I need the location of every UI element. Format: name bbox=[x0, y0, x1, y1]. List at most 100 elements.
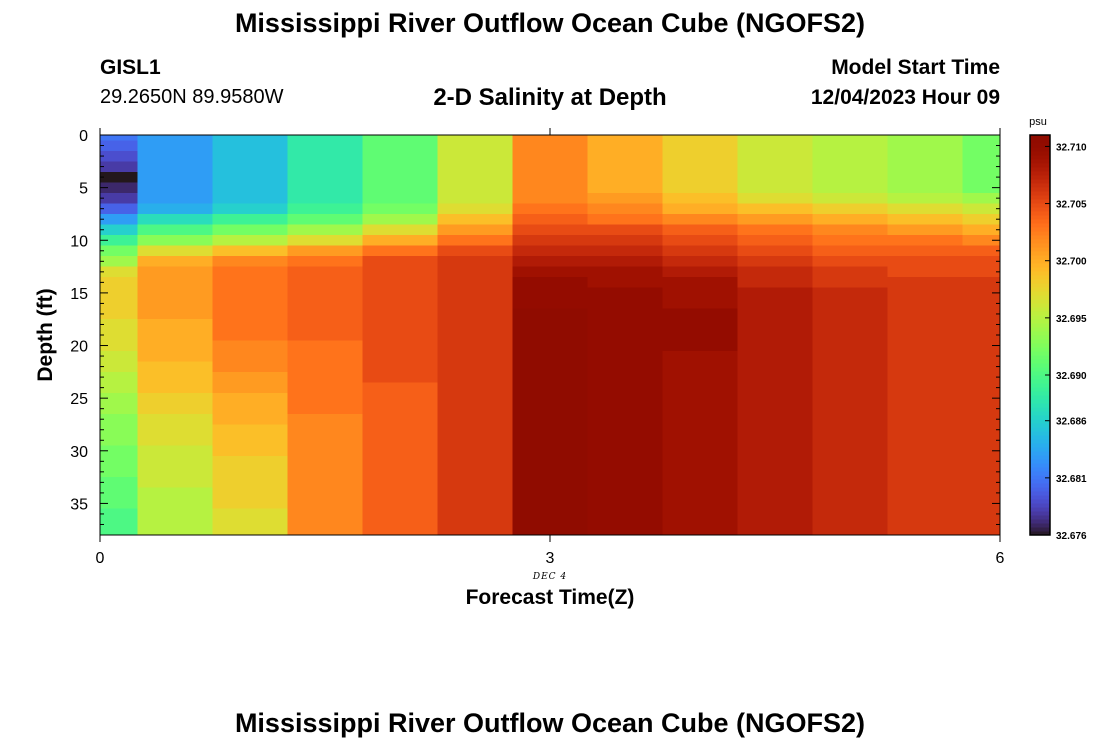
colorbar-segment bbox=[1030, 335, 1050, 340]
heatmap-cell bbox=[212, 519, 289, 536]
heatmap-cell bbox=[137, 456, 214, 468]
heatmap-cell bbox=[887, 445, 964, 457]
heatmap-cell bbox=[812, 203, 889, 215]
heatmap-cell bbox=[362, 298, 439, 310]
heatmap-cell bbox=[437, 245, 514, 257]
heatmap-cell bbox=[662, 245, 739, 257]
heatmap-cell bbox=[662, 298, 739, 310]
colorbar-segment bbox=[1030, 527, 1050, 532]
heatmap-cell bbox=[737, 413, 814, 426]
colorbar-segment bbox=[1030, 499, 1050, 504]
heatmap-cell bbox=[887, 192, 964, 205]
heatmap-cell bbox=[587, 319, 664, 331]
colorbar-segment bbox=[1030, 487, 1050, 492]
heatmap-cell bbox=[962, 161, 1001, 173]
colorbar-tick-label: 32.710 bbox=[1056, 142, 1087, 153]
colorbar-segment bbox=[1030, 327, 1050, 332]
heatmap-cell bbox=[737, 519, 814, 536]
heatmap-cell bbox=[137, 382, 214, 394]
heatmap-cell bbox=[137, 403, 214, 415]
heatmap-cell bbox=[662, 371, 739, 383]
heatmap-cell bbox=[362, 445, 439, 457]
colorbar-segment bbox=[1030, 295, 1050, 300]
heatmap-cell bbox=[587, 224, 664, 236]
heatmap-cell bbox=[362, 340, 439, 352]
colorbar-segment bbox=[1030, 331, 1050, 336]
heatmap-cell bbox=[812, 319, 889, 331]
heatmap-cell bbox=[437, 235, 514, 247]
heatmap-cell bbox=[362, 487, 439, 499]
colorbar-unit: psu bbox=[1029, 116, 1047, 128]
heatmap-cell bbox=[812, 235, 889, 247]
heatmap-cell bbox=[100, 382, 139, 394]
colorbar-segment bbox=[1030, 243, 1050, 248]
heatmap-cell bbox=[137, 340, 214, 352]
heatmap-cell bbox=[512, 308, 589, 320]
heatmap-cell bbox=[137, 256, 214, 268]
colorbar-segment bbox=[1030, 187, 1050, 192]
heatmap-cell bbox=[812, 477, 889, 489]
heatmap-cell bbox=[137, 435, 214, 447]
colorbar-segment bbox=[1030, 519, 1050, 524]
heatmap-cell bbox=[512, 403, 589, 415]
heatmap-cell bbox=[512, 361, 589, 373]
colorbar-tick-label: 32.700 bbox=[1056, 257, 1087, 268]
heatmap-cell bbox=[100, 435, 139, 447]
colorbar-segment bbox=[1030, 475, 1050, 480]
heatmap-cell bbox=[100, 203, 139, 215]
heatmap-cell bbox=[362, 382, 439, 394]
x-tick-label: 6 bbox=[996, 550, 1005, 567]
heatmap-cell bbox=[812, 266, 889, 278]
heatmap-cell bbox=[662, 319, 739, 331]
heatmap-cell bbox=[362, 371, 439, 383]
heatmap-cell bbox=[362, 213, 439, 226]
heatmap-cell bbox=[812, 508, 889, 520]
heatmap-cell bbox=[100, 392, 139, 405]
model-start-label: Model Start Time bbox=[831, 56, 1000, 79]
heatmap-cell bbox=[587, 245, 664, 257]
heatmap-cell bbox=[662, 413, 739, 426]
colorbar-segment bbox=[1030, 479, 1050, 484]
heatmap-cell bbox=[437, 203, 514, 215]
heatmap-cell bbox=[737, 424, 814, 436]
heatmap-cell bbox=[137, 150, 214, 162]
colorbar-segment bbox=[1030, 503, 1050, 508]
y-tick-label: 10 bbox=[70, 233, 88, 250]
heatmap-cell bbox=[362, 277, 439, 289]
heatmap-cell bbox=[437, 224, 514, 236]
heatmap-cell bbox=[287, 382, 364, 394]
heatmap-cell bbox=[212, 192, 289, 205]
heatmap-cell bbox=[362, 256, 439, 268]
colorbar-segment bbox=[1030, 275, 1050, 280]
heatmap-cell bbox=[737, 340, 814, 352]
heatmap-cell bbox=[587, 192, 664, 205]
heatmap-cell bbox=[100, 498, 139, 510]
heatmap-cell bbox=[887, 413, 964, 426]
heatmap-cell bbox=[737, 308, 814, 320]
colorbar-segment bbox=[1030, 531, 1050, 536]
heatmap-cell bbox=[587, 466, 664, 478]
heatmap-cell bbox=[137, 466, 214, 478]
heatmap-cell bbox=[212, 182, 289, 194]
heatmap-cell bbox=[662, 203, 739, 215]
heatmap-cell bbox=[287, 519, 364, 536]
heatmap-cell bbox=[100, 308, 139, 320]
heatmap-cell bbox=[962, 277, 1001, 289]
heatmap-cell bbox=[212, 487, 289, 499]
heatmap-cell bbox=[137, 140, 214, 152]
heatmap-cell bbox=[812, 519, 889, 536]
heatmap-cell bbox=[887, 371, 964, 383]
heatmap-cell bbox=[287, 361, 364, 373]
colorbar-segment bbox=[1030, 235, 1050, 240]
heatmap-cell bbox=[212, 213, 289, 226]
heatmap-cell bbox=[887, 487, 964, 499]
heatmap-cell bbox=[662, 161, 739, 173]
footer-title: Mississippi River Outflow Ocean Cube (NG… bbox=[234, 708, 866, 738]
heatmap-cell bbox=[962, 287, 1001, 299]
heatmap-cell bbox=[737, 445, 814, 457]
heatmap-cell bbox=[812, 413, 889, 426]
heatmap-cell bbox=[737, 350, 814, 362]
colorbar-tick-label: 32.690 bbox=[1056, 371, 1087, 382]
heatmap-cell bbox=[962, 435, 1001, 447]
colorbar-segment bbox=[1030, 467, 1050, 472]
